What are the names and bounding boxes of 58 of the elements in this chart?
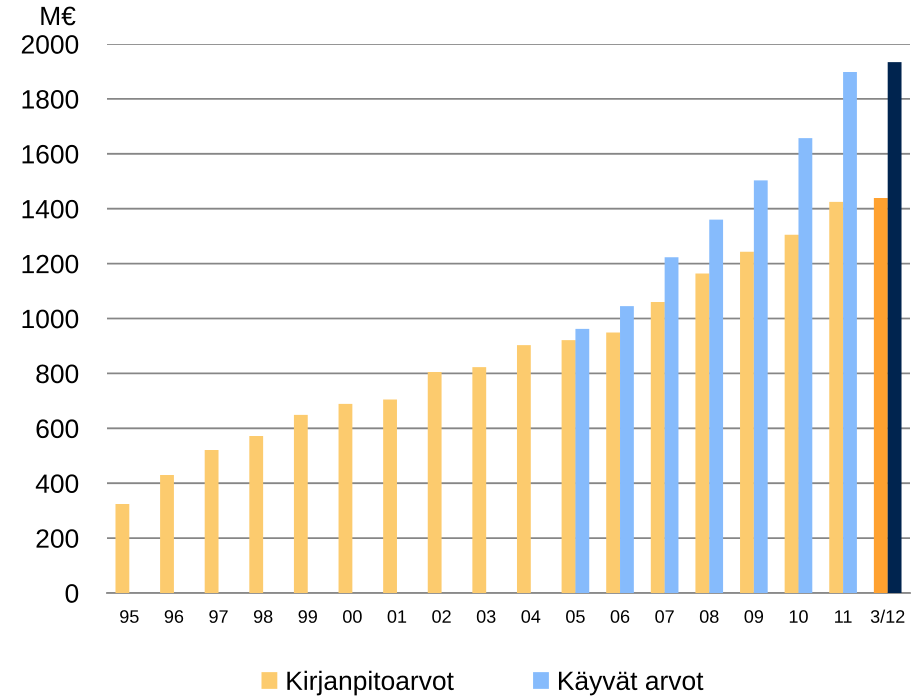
x-tick-label: 01 xyxy=(388,610,406,623)
bar xyxy=(650,302,665,593)
bar xyxy=(695,273,710,593)
bar xyxy=(798,138,812,593)
bar xyxy=(562,340,576,593)
x-tick-label: 97 xyxy=(209,610,228,623)
y-tick-label: 1800 xyxy=(22,90,78,109)
x-tick-label: 03 xyxy=(476,610,496,623)
bar xyxy=(115,504,130,593)
bar xyxy=(160,474,174,593)
x-tick-label: 00 xyxy=(343,610,362,623)
x-tick-label: 02 xyxy=(432,610,451,623)
x-tick-label: 07 xyxy=(655,610,674,623)
y-tick-label: 1400 xyxy=(22,200,78,219)
bar xyxy=(843,72,857,593)
bar xyxy=(784,234,798,593)
bar xyxy=(428,372,442,593)
x-tick-label: 10 xyxy=(790,610,808,623)
bar xyxy=(664,257,678,593)
bar xyxy=(516,345,531,593)
bar xyxy=(829,202,844,593)
y-axis-title: M€ xyxy=(41,6,76,26)
y-tick-label: 1200 xyxy=(22,254,78,274)
bar xyxy=(888,62,902,593)
bar xyxy=(754,180,768,593)
bar xyxy=(383,399,397,593)
bar xyxy=(606,332,620,593)
bar xyxy=(874,198,888,593)
bar xyxy=(740,252,754,593)
x-tick-label: 04 xyxy=(521,610,540,623)
x-tick-label: 3/12 xyxy=(870,610,904,623)
y-tick-label: 800 xyxy=(36,364,78,384)
bar xyxy=(472,367,486,593)
legend-label: Käyvät arvot xyxy=(558,672,704,696)
x-tick-label: 99 xyxy=(298,610,317,623)
bar xyxy=(575,328,590,593)
bar xyxy=(204,450,219,593)
x-tick-label: 11 xyxy=(835,610,852,623)
y-tick-label: 600 xyxy=(36,419,78,438)
y-tick-label: 1600 xyxy=(22,144,78,164)
bar xyxy=(338,404,352,593)
x-tick-label: 95 xyxy=(120,610,139,623)
y-tick-label: 2000 xyxy=(22,35,78,54)
bar xyxy=(249,436,264,593)
x-tick-label: 05 xyxy=(566,610,585,623)
bar xyxy=(709,220,724,593)
legend-label: Kirjanpitoarvot xyxy=(287,670,454,696)
x-tick-label: 06 xyxy=(610,610,630,623)
x-tick-label: 09 xyxy=(744,610,764,623)
bar xyxy=(294,414,308,593)
y-tick-label: 1000 xyxy=(22,310,78,328)
y-tick-label: 0 xyxy=(66,584,78,603)
x-tick-label: 96 xyxy=(164,610,184,623)
y-tick-label: 200 xyxy=(36,529,78,548)
x-tick-label: 08 xyxy=(700,610,719,623)
bar xyxy=(620,306,634,593)
y-tick-label: 400 xyxy=(36,474,78,494)
x-tick-label: 98 xyxy=(254,610,272,623)
